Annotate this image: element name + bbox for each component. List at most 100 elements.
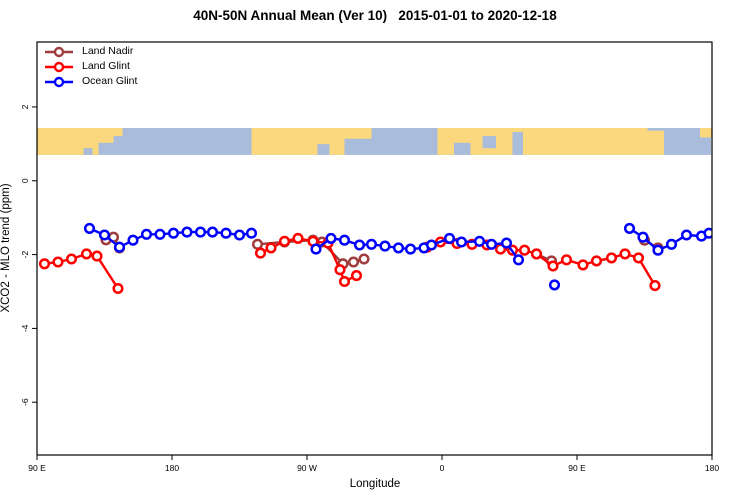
legend-item-land-glint: Land Glint (44, 59, 137, 74)
y-axis-title: XCO2 - MLO trend (ppm) (0, 183, 12, 313)
data-point (473, 235, 486, 247)
data-point (350, 270, 363, 282)
legend-item-land-nadir: Land Nadir (44, 44, 137, 59)
data-point (425, 239, 438, 251)
plot-border (36, 41, 713, 456)
data-point (334, 264, 346, 276)
data-point (254, 247, 267, 259)
land-nadir-swatch-icon (45, 46, 73, 57)
data-point (52, 256, 64, 268)
data-point (605, 252, 618, 264)
x-axis-title: Longitude (349, 478, 401, 490)
data-point (547, 260, 559, 272)
data-point (619, 248, 631, 260)
data-point (113, 241, 126, 253)
data-point (623, 222, 636, 234)
chart-title: 40N-50N Annual Mean (Ver 10) 2015-01-01 … (193, 8, 557, 23)
legend: Land Nadir Land Glint Ocean Glint (44, 44, 137, 89)
data-point (548, 279, 561, 291)
x-tick-label: 180 (165, 463, 179, 473)
data-point (703, 227, 712, 239)
map-water-patch (482, 136, 496, 149)
x-tick-label: 90 W (297, 463, 317, 473)
data-point (392, 242, 405, 254)
y-tick-label: -4 (20, 324, 30, 332)
data-point (140, 228, 153, 240)
data-point (512, 254, 525, 266)
data-point (649, 280, 661, 292)
x-tick-label: 90 E (568, 463, 586, 473)
data-point (518, 244, 531, 256)
data-point (632, 252, 645, 264)
map-strip (37, 127, 712, 155)
data-point (404, 243, 417, 255)
map-land-segment (700, 127, 712, 138)
data-point (278, 235, 291, 247)
ocean-glint-swatch-icon (45, 76, 73, 87)
data-point (65, 253, 78, 265)
map-land-segment (344, 127, 372, 139)
data-point (245, 227, 258, 239)
legend-label: Ocean Glint (82, 75, 138, 87)
x-tick-label: 0 (440, 463, 445, 473)
legend-label: Land Glint (82, 60, 130, 72)
data-point (251, 238, 264, 250)
x-tick-label: 90 E (28, 463, 46, 473)
land-glint-swatch-icon (45, 61, 73, 72)
data-point (220, 227, 232, 239)
data-point (127, 234, 139, 246)
data-point (379, 240, 391, 252)
data-series (38, 222, 712, 295)
data-point (292, 232, 304, 244)
map-water-patch (454, 142, 471, 155)
data-point (637, 231, 649, 243)
data-point (310, 243, 322, 255)
data-point (560, 254, 573, 266)
data-point (347, 256, 360, 268)
data-point (652, 244, 664, 256)
legend-label: Land Nadir (82, 45, 134, 57)
map-land-segment (98, 127, 114, 143)
data-point (325, 232, 337, 244)
data-point (112, 282, 124, 295)
data-point (358, 253, 370, 265)
map-water-patch (317, 144, 330, 155)
y-tick-label: 0 (20, 178, 30, 183)
axes: 90 E 180 90 W 0 90 E 180 2 0 -2 -4 -6 (20, 104, 719, 473)
data-point (338, 275, 351, 288)
data-point (194, 226, 207, 238)
data-point (80, 248, 93, 260)
x-tick-label: 180 (705, 463, 719, 473)
data-point (443, 232, 456, 244)
data-point (154, 228, 166, 240)
map-land-segment (647, 130, 664, 155)
data-point (338, 234, 351, 246)
y-tick-label: 2 (20, 104, 30, 109)
data-point (530, 248, 543, 260)
data-point (485, 238, 498, 250)
y-tick-label: -2 (20, 251, 30, 259)
legend-item-ocean-glint: Ocean Glint (44, 74, 137, 89)
data-point (680, 229, 693, 241)
map-water-patch (83, 148, 93, 155)
map-land-segment (251, 127, 345, 155)
data-point (91, 250, 103, 262)
data-point (365, 238, 378, 250)
data-point (233, 229, 246, 241)
data-point (181, 226, 193, 238)
series-ocean-glint (83, 222, 712, 291)
data-point (167, 227, 180, 239)
data-point (38, 258, 51, 270)
data-point (665, 238, 678, 250)
data-point (353, 239, 366, 251)
series-line (425, 240, 657, 287)
data-point (98, 229, 111, 241)
data-point (206, 226, 219, 238)
data-point (590, 255, 603, 267)
map-land-segment (437, 127, 648, 155)
y-tick-label: -6 (20, 398, 30, 406)
map-water-patch (512, 132, 523, 155)
map-land-segment (113, 127, 123, 137)
